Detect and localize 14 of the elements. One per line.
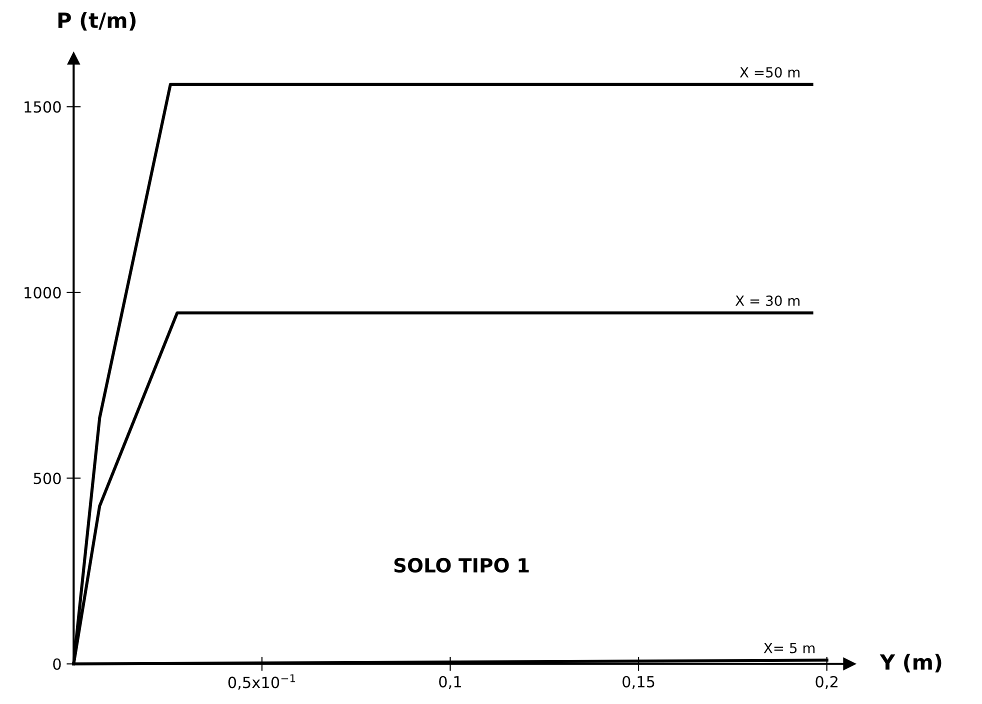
series-label: X =50 m — [740, 67, 800, 78]
x-tick-label: 0,15 — [622, 676, 654, 690]
annotation: SOLO TIPO 1 — [394, 558, 529, 573]
y-tick-label: 1000 — [24, 286, 61, 298]
x-tick-label: 0,2 — [816, 676, 838, 690]
x-tick-label: 0,1 — [439, 676, 461, 690]
series-label: X = 30 m — [735, 296, 800, 306]
series-label: X= 5 m — [764, 642, 815, 654]
x-axis-title: Y (m) — [880, 654, 942, 672]
x-tick-label: 0,5x10$^{−1}$ — [228, 674, 296, 690]
y-tick-label: 1500 — [24, 101, 61, 113]
y-axis-title: P (t/m) — [58, 12, 136, 31]
y-tick-label: 0 — [53, 658, 61, 670]
y-tick-label: 500 — [34, 472, 61, 484]
